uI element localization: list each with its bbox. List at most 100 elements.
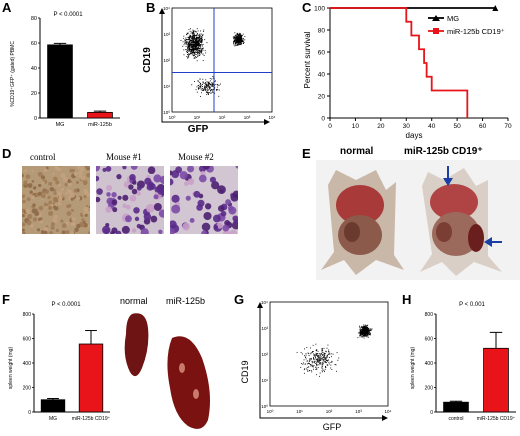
data-point bbox=[315, 354, 317, 356]
data-point bbox=[236, 32, 238, 34]
data-point bbox=[324, 357, 325, 359]
data-point bbox=[241, 39, 243, 41]
data-point bbox=[191, 50, 193, 51]
data-point bbox=[366, 324, 368, 326]
data-point bbox=[365, 325, 367, 327]
data-point bbox=[320, 353, 322, 355]
data-point bbox=[196, 47, 198, 49]
blood-cell bbox=[22, 213, 25, 218]
data-point bbox=[186, 32, 188, 34]
blood-cell bbox=[36, 228, 41, 232]
blood-cell bbox=[29, 190, 33, 194]
data-point bbox=[189, 42, 191, 44]
data-point bbox=[186, 41, 188, 43]
mir125b-mouse-image bbox=[420, 168, 502, 276]
data-point bbox=[311, 362, 313, 364]
blood-cell bbox=[70, 221, 76, 227]
data-point bbox=[202, 49, 204, 51]
data-point bbox=[240, 36, 242, 38]
data-point bbox=[197, 47, 199, 49]
data-point bbox=[212, 76, 214, 77]
data-point bbox=[195, 89, 197, 91]
data-point bbox=[197, 55, 199, 57]
data-point bbox=[369, 329, 371, 331]
data-point bbox=[191, 43, 193, 45]
blood-cell bbox=[25, 208, 30, 214]
blood-cell bbox=[37, 171, 43, 177]
blood-cell bbox=[38, 217, 42, 221]
data-point bbox=[317, 357, 319, 359]
blood-cell bbox=[212, 214, 221, 223]
data-point bbox=[194, 38, 196, 40]
data-point bbox=[362, 329, 364, 331]
data-point bbox=[188, 56, 190, 58]
panel-c-survival-chart: Percent survival days 0 20 40 60 80 100 0 10 20 3… bbox=[303, 5, 512, 140]
blood-cell bbox=[43, 168, 48, 173]
data-point bbox=[208, 92, 209, 94]
data-point bbox=[210, 85, 212, 87]
data-point bbox=[235, 37, 237, 39]
blood-cell bbox=[57, 191, 62, 196]
data-point bbox=[318, 361, 320, 363]
data-point bbox=[320, 362, 322, 364]
data-point bbox=[359, 328, 361, 330]
blood-cell bbox=[122, 203, 127, 208]
blood-cell bbox=[53, 191, 57, 196]
panel-g-flow-plot: CD19 GFP 10⁰ 10¹ 10² 10³ 10⁴ 10⁰ 10¹ 10² 10³ 10⁴ bbox=[240, 300, 392, 432]
data-point bbox=[311, 360, 313, 362]
data-point bbox=[300, 366, 302, 368]
data-point bbox=[180, 40, 182, 41]
data-point bbox=[197, 40, 199, 41]
data-point bbox=[186, 49, 188, 50]
blood-cell bbox=[41, 181, 45, 185]
blood-cell bbox=[48, 210, 54, 216]
data-point bbox=[325, 366, 326, 368]
data-point bbox=[322, 357, 324, 359]
x-tick-label: 10² bbox=[326, 409, 333, 414]
data-point bbox=[201, 52, 203, 54]
data-point bbox=[207, 84, 209, 86]
data-point bbox=[195, 39, 197, 41]
y-tick-label: 10³ bbox=[163, 32, 170, 37]
data-point bbox=[236, 37, 237, 38]
y-tick-label: 200 bbox=[425, 386, 434, 392]
y-tick-label: 10² bbox=[163, 58, 170, 63]
data-point bbox=[197, 44, 198, 46]
blood-cell bbox=[67, 179, 72, 183]
blood-cell bbox=[183, 181, 189, 187]
blood-cell bbox=[73, 172, 78, 176]
data-point bbox=[194, 45, 195, 47]
bar-1 bbox=[483, 347, 509, 413]
data-point bbox=[322, 363, 324, 365]
data-point bbox=[194, 34, 196, 36]
data-point bbox=[189, 36, 191, 38]
data-point bbox=[209, 84, 211, 85]
data-point bbox=[191, 31, 193, 33]
data-point bbox=[364, 327, 366, 329]
data-point bbox=[197, 37, 199, 39]
data-point bbox=[317, 357, 319, 359]
y-tick-label: 60 bbox=[318, 50, 326, 57]
blood-cell bbox=[171, 194, 180, 203]
data-point bbox=[318, 356, 320, 358]
data-point bbox=[194, 46, 196, 48]
data-point bbox=[363, 329, 365, 331]
data-point bbox=[233, 44, 235, 46]
data-point bbox=[192, 45, 194, 47]
blood-cell bbox=[46, 203, 50, 207]
data-point bbox=[367, 334, 368, 336]
blood-cell bbox=[22, 174, 24, 178]
data-point bbox=[315, 368, 317, 370]
panel-b-ylabel: CD19 bbox=[142, 47, 153, 73]
x-tick-label: 10³ bbox=[355, 409, 362, 414]
data-point bbox=[197, 56, 199, 57]
axis-arrow-right-icon bbox=[382, 415, 388, 421]
data-point bbox=[322, 351, 324, 353]
data-point bbox=[367, 324, 369, 326]
data-point bbox=[305, 357, 307, 358]
blood-cell bbox=[111, 192, 117, 198]
data-point bbox=[200, 95, 201, 97]
data-point bbox=[192, 39, 194, 41]
data-point bbox=[307, 362, 309, 364]
blood-cell bbox=[122, 194, 129, 201]
